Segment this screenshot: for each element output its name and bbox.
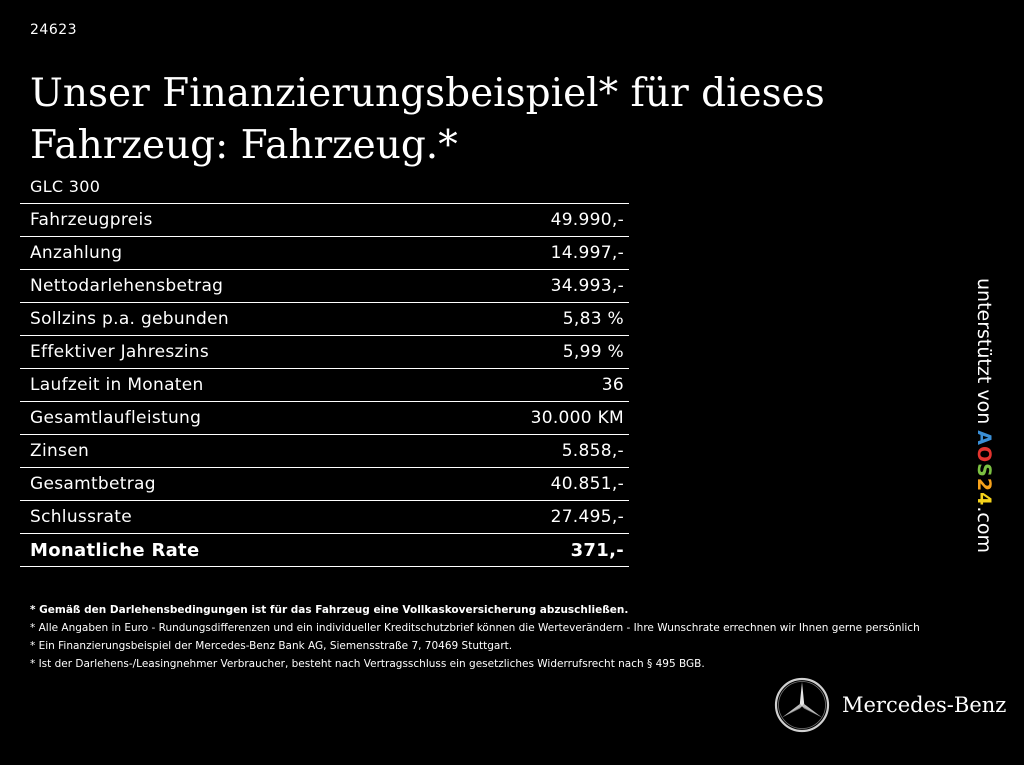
row-value: 14.997,- <box>424 236 629 270</box>
footnote: * Ein Finanzierungsbeispiel der Mercedes… <box>30 640 513 652</box>
row-label: Gesamtlaufleistung <box>20 401 425 435</box>
row-value: 34.993,- <box>424 269 629 303</box>
mercedes-logo: Mercedes-Benz <box>774 677 1006 733</box>
row-value: 5,83 % <box>424 302 629 336</box>
financing-table: Fahrzeugpreis 49.990,- Anzahlung 14.997,- Ne… <box>20 203 629 567</box>
row-label: Zinsen <box>20 434 425 468</box>
table-row: Schlussrate 27.495,- <box>20 500 629 534</box>
table-row: Effektiver Jahreszins 5,99 % <box>20 335 629 369</box>
table-row: Gesamtbetrag 40.851,- <box>20 467 629 501</box>
footnote: * Gemäß den Darlehensbedingungen ist für… <box>30 604 629 616</box>
monthly-rate-row: Monatliche Rate 371,- <box>20 533 629 567</box>
table-row: Laufzeit in Monaten 36 <box>20 368 629 402</box>
listing-code: 24623 <box>30 22 78 38</box>
row-value: 27.495,- <box>424 500 629 534</box>
row-label: Schlussrate <box>20 500 425 534</box>
row-label: Laufzeit in Monaten <box>20 368 425 402</box>
brand-wordmark: Mercedes-Benz <box>842 693 1007 717</box>
table-row: Nettodarlehensbetrag 34.993,- <box>20 269 629 303</box>
row-label: Nettodarlehensbetrag <box>20 269 425 303</box>
row-label: Effektiver Jahreszins <box>20 335 425 369</box>
table-row: Zinsen 5.858,- <box>20 434 629 468</box>
row-label: Fahrzeugpreis <box>20 203 425 237</box>
table-row: Anzahlung 14.997,- <box>20 236 629 270</box>
row-value: 30.000 KM <box>424 401 629 435</box>
row-value: 49.990,- <box>424 203 629 237</box>
row-value: 5,99 % <box>424 335 629 369</box>
supported-by-suffix: .com <box>973 506 995 553</box>
aos24-brand: AOS24 <box>973 430 995 506</box>
table-row: Gesamtlaufleistung 30.000 KM <box>20 401 629 435</box>
mercedes-star-icon <box>774 677 830 733</box>
brand-letter: S <box>973 463 995 478</box>
row-value: 36 <box>424 368 629 402</box>
row-value: 40.851,- <box>424 467 629 501</box>
brand-letter: 4 <box>973 492 995 507</box>
table-row: Sollzins p.a. gebunden 5,83 % <box>20 302 629 336</box>
row-label: Sollzins p.a. gebunden <box>20 302 425 336</box>
table-row: Fahrzeugpreis 49.990,- <box>20 203 629 237</box>
footnotes: * Gemäß den Darlehensbedingungen ist für… <box>30 601 1020 673</box>
row-value: 5.858,- <box>424 434 629 468</box>
model-name: GLC 300 <box>30 177 101 196</box>
footnote: * Ist der Darlehens-/Leasingnehmer Verbr… <box>30 658 705 670</box>
row-value: 371,- <box>424 533 629 567</box>
footnote: * Alle Angaben in Euro - Rundungsdiffere… <box>30 622 920 634</box>
brand-letter: O <box>973 446 995 464</box>
brand-letter: A <box>973 430 995 447</box>
row-label: Anzahlung <box>20 236 425 270</box>
supported-by-prefix: unterstützt von <box>973 278 995 425</box>
supported-by-label: unterstützt von AOS24.com <box>972 278 1002 558</box>
headline: Unser Finanzierungsbeispiel* für dieses … <box>30 71 825 168</box>
row-label: Gesamtbetrag <box>20 467 425 501</box>
brand-letter: 2 <box>973 477 995 493</box>
row-label: Monatliche Rate <box>20 533 425 567</box>
